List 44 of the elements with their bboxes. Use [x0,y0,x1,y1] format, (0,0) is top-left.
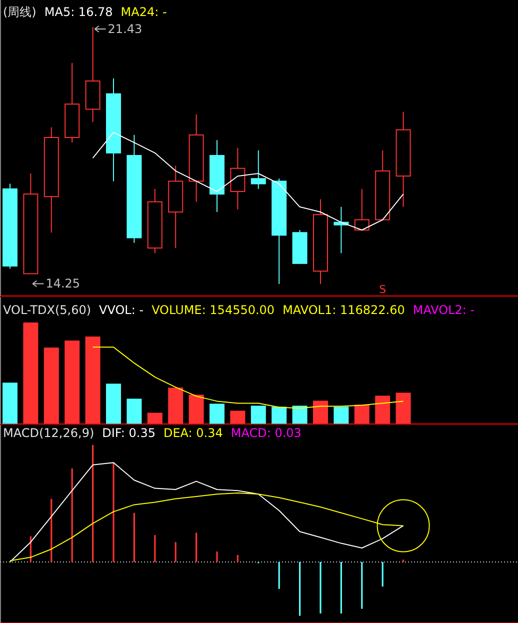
chart-title: MACD(12,26,9) [3,426,94,440]
bar [292,406,308,424]
text: DIF: 0.35 [102,426,156,440]
bar [2,382,18,424]
bar [126,398,142,424]
text: DEA: 0.34 [163,426,223,440]
text: VVOL: - [99,303,144,317]
bar [230,410,246,424]
candlestick [313,198,328,284]
bar [210,404,224,424]
candlestick [396,111,411,208]
chart-title: VOL-TDX(5,60) [3,303,92,317]
bar [168,388,184,424]
candlestick [126,134,142,244]
annotation: 21.43 [108,22,142,36]
candlestick [230,147,246,210]
bar [313,400,328,424]
bar [272,406,287,424]
bar [396,392,411,424]
text: MA24: - [120,5,167,19]
bar [375,396,390,424]
candlestick [168,165,184,249]
bar [85,336,100,424]
bar [334,406,349,424]
bar [188,394,204,424]
candlestick [106,78,121,182]
text: MAVOL1: 116822.60 [282,303,405,317]
candlestick [210,140,224,213]
bar [250,406,266,424]
text: VOLUME: 154550.00 [152,303,275,317]
bar [23,322,38,424]
bar [64,340,80,424]
chart-title: (周线) [3,5,36,19]
bar [354,404,370,424]
annotation: S [379,283,386,296]
annotation: 14.25 [46,276,80,291]
candlestick [44,126,59,234]
bar [44,348,59,424]
text: MACD: 0.03 [230,426,302,440]
candlestick [188,114,204,202]
bar [106,384,121,424]
text: MAVOL2: - [412,303,475,317]
text: MA5: 16.78 [44,5,113,19]
bar [147,412,162,424]
